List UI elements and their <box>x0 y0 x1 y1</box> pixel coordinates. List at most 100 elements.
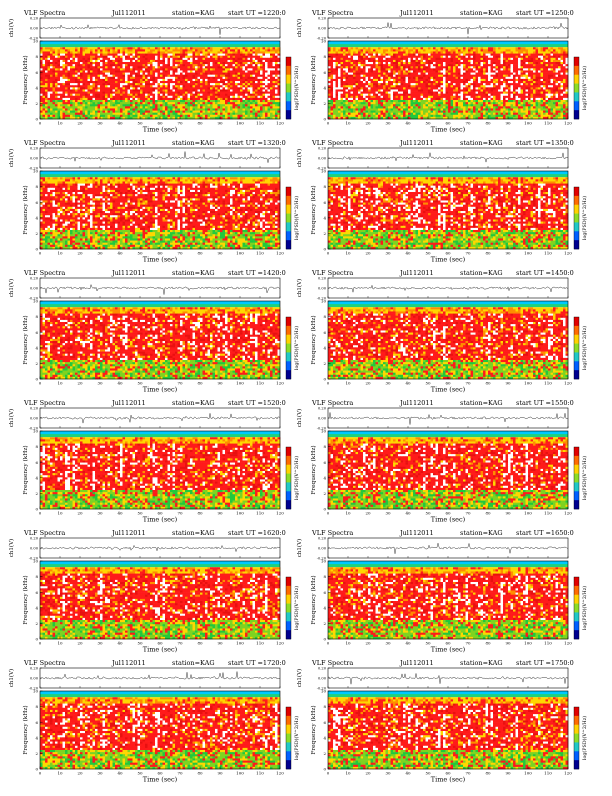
spectrogram-cell <box>438 49 441 51</box>
spectrogram-cell <box>453 73 456 75</box>
spectrogram-cell <box>353 81 356 83</box>
spectrogram-cell <box>486 49 489 51</box>
spectrogram-cell <box>501 66 504 68</box>
spectrogram-cell <box>148 54 151 56</box>
spectrogram-cell <box>183 62 186 64</box>
spectrogram-cell <box>178 58 181 60</box>
spectrogram-cell <box>386 62 389 64</box>
spectrogram-cell <box>418 75 421 77</box>
spectrogram-cell <box>506 58 509 60</box>
spectrogram-cell <box>135 68 138 70</box>
spectrogram-cell <box>93 94 96 96</box>
spectrogram-cell <box>125 47 128 49</box>
spectrogram-cell <box>193 85 196 87</box>
spectrogram-cell <box>270 106 273 108</box>
spectrogram-cell <box>208 75 211 77</box>
spectrogram-cell <box>125 49 128 51</box>
spectrogram-cell <box>115 68 118 70</box>
spectrogram-cell <box>546 54 549 56</box>
spectrogram-cell <box>128 115 131 117</box>
spectrogram-cell <box>240 104 243 106</box>
spectrogram-cell <box>75 75 78 77</box>
spectrogram-cell <box>253 115 256 117</box>
spectrogram-cell <box>55 68 58 70</box>
spectrogram-cell <box>260 113 263 115</box>
spectrogram-cell <box>68 70 71 72</box>
spectrogram-cell <box>235 62 238 64</box>
spectrogram-cell <box>73 66 76 68</box>
spectrogram-cell <box>396 73 399 75</box>
spectrogram-cell <box>386 73 389 75</box>
spectrogram-cell <box>461 70 464 72</box>
spectrogram-cell <box>371 51 374 53</box>
spectrogram-cell <box>348 54 351 56</box>
spectrogram-cell <box>548 47 551 49</box>
spectrogram-cell <box>105 60 108 62</box>
spectrogram-cell <box>175 115 178 117</box>
spectrogram-cell <box>103 60 106 62</box>
spectrogram-cell <box>553 75 556 77</box>
spectrogram-cell <box>498 54 501 56</box>
spectrogram-cell <box>143 89 146 91</box>
spectrogram-cell <box>213 75 216 77</box>
spectrogram-cell <box>183 113 186 115</box>
spectrogram-cell <box>170 92 173 94</box>
spectrogram-cell <box>488 64 491 66</box>
spectrogram-cell <box>85 51 88 53</box>
spectrogram-cell <box>110 100 113 102</box>
spectrogram-cell <box>103 87 106 89</box>
spectrogram-cell <box>551 81 554 83</box>
spectrogram-cell <box>223 51 226 53</box>
spectrogram-cell <box>175 70 178 72</box>
spectrogram-cell <box>170 75 173 77</box>
spectrogram-cell <box>203 54 206 56</box>
spectrogram-cell <box>120 62 123 64</box>
spectrogram-cell <box>268 102 271 104</box>
spectrogram-cell <box>193 68 196 70</box>
spectrogram-cell <box>190 89 193 91</box>
spectrogram-cell <box>448 58 451 60</box>
spectrogram-cell <box>158 75 161 77</box>
spectrogram-cell <box>255 64 258 66</box>
spectrogram-cell <box>265 66 268 68</box>
spectrogram-cell <box>496 64 499 66</box>
spectrogram-cell <box>63 96 66 98</box>
spectrogram-cell <box>546 64 549 66</box>
spectrogram-cell <box>265 60 268 62</box>
spectrogram-cell <box>198 77 201 79</box>
spectrogram-cell <box>265 89 268 91</box>
spectrogram-cell <box>351 79 354 81</box>
spectrogram-cell <box>273 56 276 58</box>
spectrogram-cell <box>43 56 46 58</box>
spectrogram-cell <box>75 54 78 56</box>
spectrogram-cell <box>113 73 116 75</box>
spectrogram-cell <box>348 62 351 64</box>
spectrogram-cell <box>436 51 439 53</box>
spectrogram-cell <box>65 89 68 91</box>
spectrogram-cell <box>426 75 429 77</box>
spectrogram-cell <box>526 56 529 58</box>
spectrogram-cell <box>65 58 68 60</box>
spectrogram-cell <box>248 111 251 113</box>
spectrogram-cell <box>468 47 471 49</box>
spectrogram-cell <box>421 47 424 49</box>
spectrogram-cell <box>338 66 341 68</box>
spectrogram-cell <box>55 56 58 58</box>
time-axis-label: Time (sec) <box>143 126 178 134</box>
spectrogram-cell <box>135 94 138 96</box>
spectrogram-cell <box>245 106 248 108</box>
spectrogram-cell <box>381 49 384 51</box>
spectrogram-cell <box>65 64 68 66</box>
spectrogram-cell <box>503 79 506 81</box>
spectrogram-cell <box>406 58 409 60</box>
spectrogram-cell <box>275 96 278 98</box>
spectrogram-cell <box>423 70 426 72</box>
spectrogram-cell <box>95 104 98 106</box>
spectrogram-cell <box>478 62 481 64</box>
spectrogram-cell <box>431 68 434 70</box>
spectrogram-cell <box>473 62 476 64</box>
spectrogram-cell <box>198 111 201 113</box>
spectrogram-cell <box>173 113 176 115</box>
spectrogram-cell <box>115 98 118 100</box>
spectrogram-cell <box>328 75 331 77</box>
